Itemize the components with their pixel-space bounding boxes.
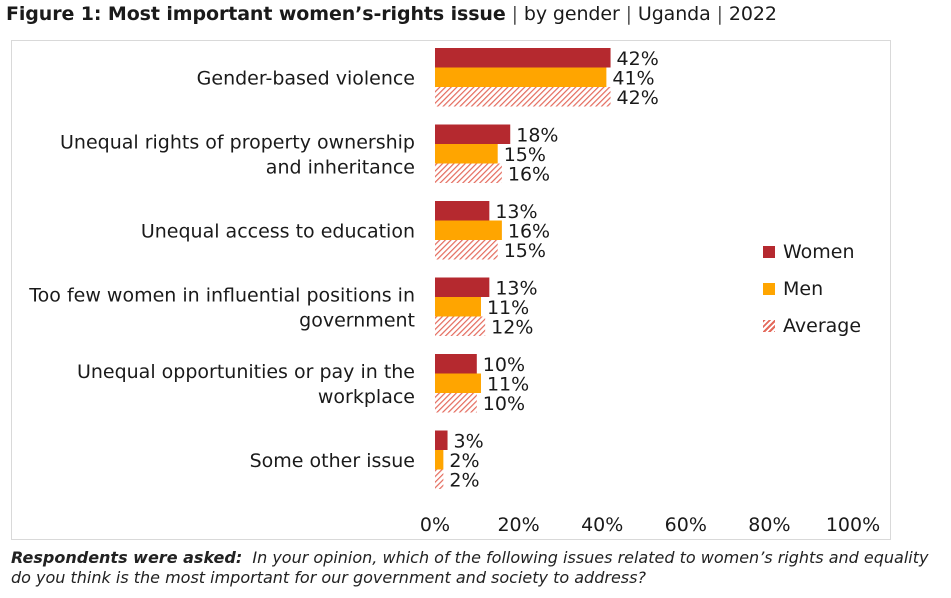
bar-average (435, 469, 444, 489)
category-label: Unequal access to education (141, 220, 415, 242)
bar-men (435, 450, 444, 470)
chart-title: Figure 1: Most important women’s-rights … (6, 2, 946, 26)
bar-men (435, 67, 607, 87)
bar-average (435, 163, 502, 183)
bar-men (435, 220, 502, 240)
bar-men (435, 297, 481, 317)
data-label-men: 15% (504, 144, 546, 166)
category-label: Unequal opportunities or pay in the workp… (77, 361, 415, 408)
legend-swatch-average (763, 320, 775, 332)
data-label-women: 13% (495, 201, 537, 223)
bar-women (435, 354, 477, 374)
category-label-line: and inheritance (266, 156, 415, 178)
bar-women (435, 430, 448, 450)
legend-label-average: Average (783, 315, 862, 337)
legend-label-women: Women (783, 241, 855, 263)
data-label-men: 11% (487, 373, 529, 395)
x-tick-label: 0% (420, 514, 450, 536)
footnote-text: In your opinion, which of the following … (11, 548, 929, 587)
x-tick-label: 80% (748, 514, 790, 536)
bar-average (435, 316, 486, 336)
data-label-average: 2% (449, 469, 479, 491)
legend-swatch-women (763, 246, 775, 258)
footnote-label: Respondents were asked: (11, 548, 243, 567)
category-label-line: workplace (318, 386, 415, 408)
bar-average (435, 240, 498, 260)
data-label-men: 41% (612, 67, 654, 89)
bar-women (435, 48, 611, 68)
legend-swatch-men (763, 283, 775, 295)
category-label: Gender-based violence (197, 67, 415, 89)
category-label-line: Some other issue (250, 450, 415, 472)
category-label: Too few women in influential positions i… (28, 284, 415, 331)
data-label-women: 18% (516, 124, 558, 146)
data-label-women: 3% (454, 430, 484, 452)
category-label-line: government (299, 309, 415, 331)
category-label-line: Unequal rights of property ownership (60, 131, 415, 153)
data-label-women: 10% (483, 354, 525, 376)
title-year: 2022 (728, 3, 777, 25)
bar-men (435, 373, 481, 393)
bar-average (435, 393, 477, 413)
data-label-average: 42% (617, 87, 659, 109)
x-tick-label: 20% (497, 514, 539, 536)
data-label-average: 15% (504, 240, 546, 262)
title-separator: | (625, 3, 632, 25)
data-label-women: 42% (617, 48, 659, 70)
data-label-men: 11% (487, 297, 529, 319)
data-label-men: 16% (508, 220, 550, 242)
legend-label-men: Men (783, 278, 824, 300)
data-label-men: 2% (449, 450, 479, 472)
category-label-line: Unequal opportunities or pay in the (77, 361, 415, 383)
category-label: Some other issue (250, 450, 415, 472)
title-separator: | (511, 3, 518, 25)
chart-frame (11, 40, 891, 540)
data-label-average: 12% (491, 316, 533, 338)
footnote: Respondents were asked: In your opinion,… (11, 548, 946, 588)
bar-women (435, 277, 490, 297)
category-label-line: Gender-based violence (197, 67, 415, 89)
bar-women (435, 124, 511, 144)
title-by: by gender (523, 3, 620, 25)
x-tick-label: 60% (665, 514, 707, 536)
title-main: Figure 1: Most important women’s-rights … (6, 3, 506, 25)
x-tick-label: 40% (581, 514, 623, 536)
title-country: Uganda (637, 3, 711, 25)
bar-average (435, 87, 611, 107)
category-label: Unequal rights of property ownership and … (60, 131, 415, 178)
bar-women (435, 201, 490, 221)
category-label-line: Too few women in influential positions i… (28, 284, 415, 306)
bar-men (435, 144, 498, 164)
category-label-line: Unequal access to education (141, 220, 415, 242)
title-separator: | (716, 3, 723, 25)
x-tick-label: 100% (826, 514, 880, 536)
data-label-average: 16% (508, 163, 550, 185)
data-label-women: 13% (495, 277, 537, 299)
data-label-average: 10% (483, 393, 525, 415)
